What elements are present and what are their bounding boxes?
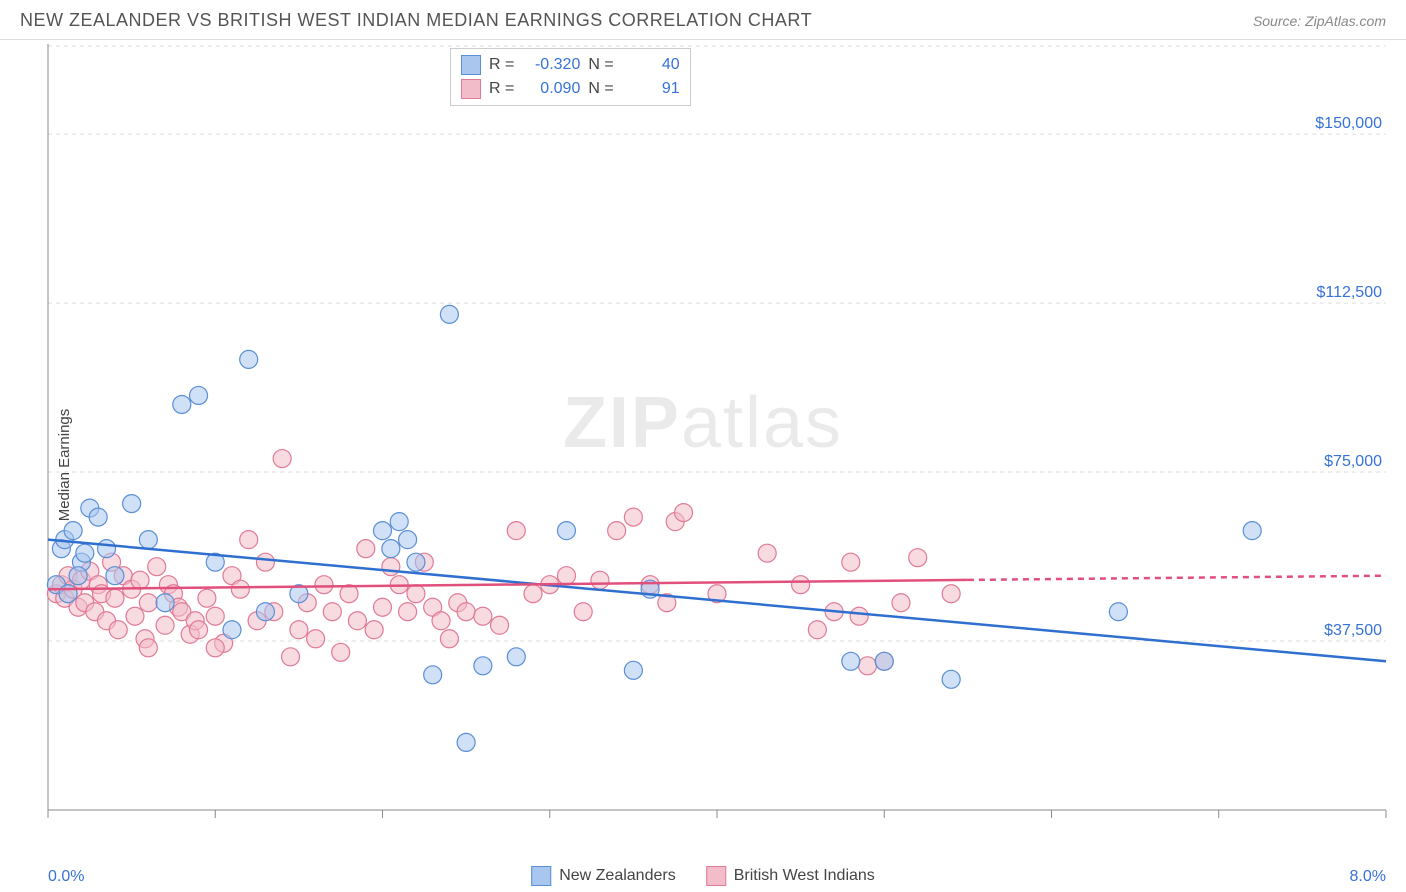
n-label: N = [588,56,613,74]
legend-swatch-nz [531,866,551,886]
legend-item-nz: New Zealanders [531,866,676,886]
x-axis-start: 0.0% [48,868,84,886]
svg-text:$37,500: $37,500 [1324,622,1382,639]
n-label: N = [588,80,613,98]
series-legend: New Zealanders British West Indians [531,866,875,886]
legend-item-bwi: British West Indians [706,866,875,886]
svg-text:$75,000: $75,000 [1324,453,1382,470]
corr-swatch-nz [461,55,481,75]
x-axis-end: 8.0% [1350,868,1386,886]
r-label: R = [489,56,514,74]
chart-title: NEW ZEALANDER VS BRITISH WEST INDIAN MED… [20,10,812,31]
source-attribution: Source: ZipAtlas.com [1253,13,1386,29]
legend-swatch-bwi [706,866,726,886]
r-value-bwi: 0.090 [522,80,580,98]
y-axis-label: Median Earnings [56,409,73,522]
chart-area: Median Earnings ZIPatlas $37,500$75,000$… [0,40,1406,890]
n-value-bwi: 91 [622,80,680,98]
svg-text:$112,500: $112,500 [1316,284,1382,301]
scatter-plot: $37,500 $75,000 $112,500 $150,000 [0,40,1406,840]
legend-label-nz: New Zealanders [559,867,676,884]
n-value-nz: 40 [622,56,680,74]
svg-text:$150,000: $150,000 [1315,115,1382,132]
correlation-legend: R = -0.320 N = 40 R = 0.090 N = 91 [450,48,691,106]
corr-swatch-bwi [461,79,481,99]
corr-row-nz: R = -0.320 N = 40 [461,53,680,77]
r-label: R = [489,80,514,98]
chart-header: NEW ZEALANDER VS BRITISH WEST INDIAN MED… [0,0,1406,40]
r-value-nz: -0.320 [522,56,580,74]
corr-row-bwi: R = 0.090 N = 91 [461,77,680,101]
legend-label-bwi: British West Indians [734,867,875,884]
